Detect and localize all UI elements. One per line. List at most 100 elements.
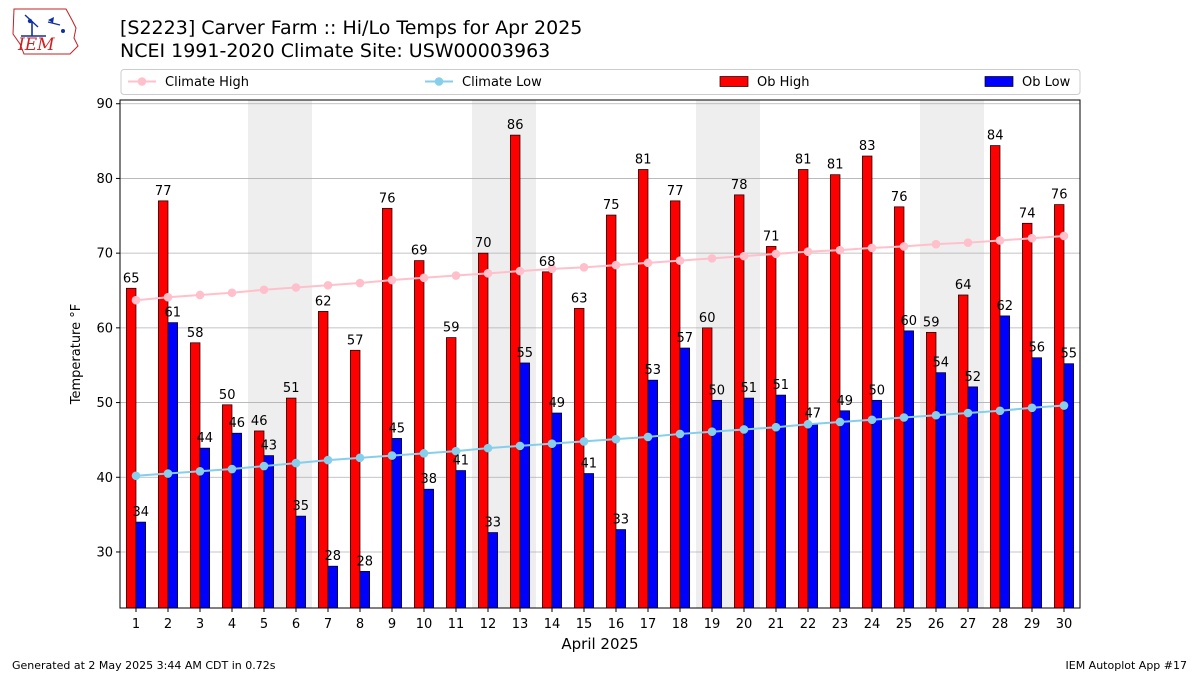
ob-high-label: 60 [699,311,716,326]
x-tick-label: 19 [704,617,721,632]
climate-low-point [803,419,813,429]
ob-high-bar [254,430,265,609]
bar-series [126,134,1074,609]
ob-low-bar [1063,363,1074,609]
ob-low-label: 45 [389,421,406,436]
ob-low-label: 62 [997,299,1014,314]
ob-low-bar [583,473,594,609]
x-tick-label: 24 [864,617,881,632]
ob-high-label: 50 [219,388,236,403]
climate-low-point [163,469,173,478]
climate-low-point [547,439,557,448]
ob-high-label: 76 [379,191,396,206]
climate-low-point [131,471,141,481]
x-tick-label: 12 [480,617,497,632]
climate-high-point [163,292,173,302]
climate-high-point [643,258,653,268]
climate-high-legend-marker [137,77,147,86]
x-tick-label: 2 [164,617,172,632]
climate-high-point [803,247,813,256]
ob-high-label: 70 [475,236,492,251]
ob-high-label: 81 [795,152,812,167]
climate-low-point [899,413,909,422]
x-tick-label: 27 [960,617,977,632]
ob-low-bar [391,438,402,609]
climate-low-point [963,408,973,418]
ob-low-label: 51 [741,381,758,396]
ob-high-bar [702,327,713,609]
ob-low-bar [423,488,434,609]
x-tick-label: 23 [832,617,849,632]
ob-low-label: 56 [1029,341,1046,356]
ob-low-label: 52 [965,370,982,385]
x-tick-label: 25 [896,617,913,632]
ob-high-label: 59 [923,315,940,330]
ob-low-label: 55 [1061,347,1078,362]
bar-value-labels: 65 34 77 61 58 44 50 46 46 43 51 35 62 28 57 28 76 45 69 38… [123,118,1077,569]
ob-high-label: 46 [251,414,268,429]
y-tick-label: 60 [96,321,113,336]
ob-low-legend-label: Ob Low [1022,75,1071,90]
ob-high-label: 69 [411,244,428,259]
x-tick-label: 1 [132,617,140,632]
climate-low-point [227,464,237,474]
ob-low-label: 44 [197,431,214,446]
ob-low-label: 41 [581,457,598,472]
ob-high-label: 81 [635,152,652,167]
ob-high-legend-swatch [719,76,749,87]
ob-low-bar [967,386,978,609]
x-tick-label: 9 [388,617,396,632]
ob-high-label: 78 [731,178,748,193]
ob-low-legend-swatch [984,76,1014,87]
climate-high-point [995,236,1005,245]
ob-low-bar [871,399,882,609]
climate-high-point [355,278,365,288]
ob-low-label: 38 [421,472,438,487]
x-tick-label: 8 [356,617,364,632]
logo-text: IEM [17,35,55,55]
ob-low-label: 55 [517,346,534,361]
climate-high-point [931,239,941,249]
climate-high-point [611,260,621,270]
climate-high-legend-label: Climate High [165,75,249,90]
climate-high-point [291,283,301,292]
ob-high-bar [382,207,393,609]
ob-low-label: 33 [485,516,502,531]
ob-low-bar [519,362,530,609]
climate-high-line [135,234,1065,302]
ob-high-label: 76 [891,190,908,205]
ob-high-label: 63 [571,291,588,306]
x-axis-label: April 2025 [561,635,638,653]
climate-high-point [259,285,269,295]
ob-low-label: 46 [229,416,246,431]
ob-high-label: 74 [1019,206,1036,221]
climate-low-point [643,432,653,442]
climate-high-point [131,295,141,305]
climate-high-point [195,290,205,300]
ob-high-bar [1022,222,1033,609]
ob-high-bar [990,145,1001,609]
ob-high-bar [638,169,649,609]
climate-low-point [579,437,589,446]
ob-high-bar [190,342,201,609]
climate-high-point [227,288,237,298]
ob-high-bar [798,169,809,609]
ob-low-label: 50 [869,383,886,398]
ob-high-label: 65 [123,271,140,286]
x-tick-label: 30 [1056,617,1073,632]
climate-low-point [675,429,685,439]
climate-lines [131,231,1069,481]
ob-low-label: 34 [133,505,150,520]
ob-low-label: 50 [709,383,726,398]
climate-low-point [355,453,365,463]
climate-low-legend-label: Climate Low [462,75,542,90]
app-credit: IEM Autoplot App #17 [1065,659,1188,672]
ob-low-bar [807,423,818,609]
climate-high-point [899,242,909,251]
y-tick-label: 80 [96,172,113,187]
ob-high-bar [958,294,969,609]
climate-low-line [135,404,1065,477]
chart-title: [S2223] Carver Farm :: Hi/Lo Temps for A… [120,17,583,39]
ob-high-label: 58 [187,326,204,341]
